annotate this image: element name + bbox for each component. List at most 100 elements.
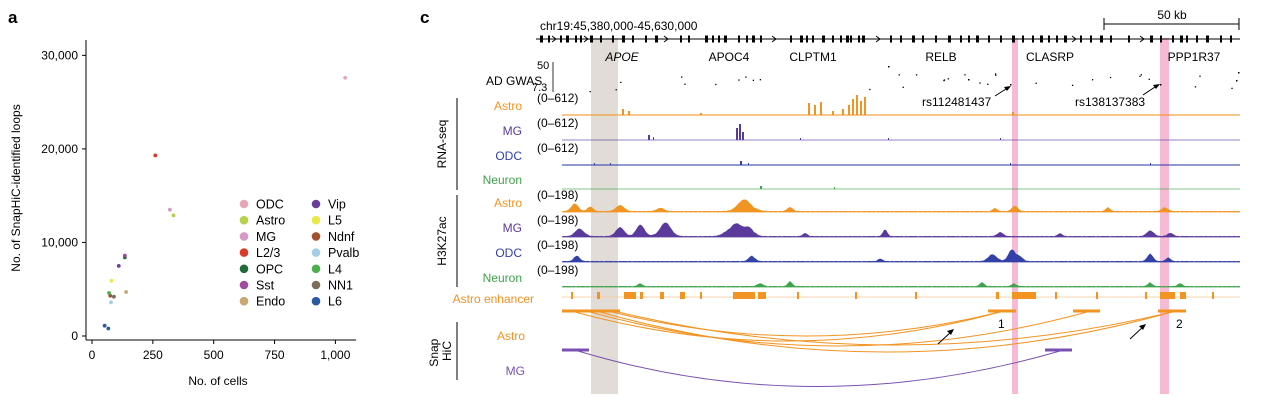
scatter-point <box>343 75 348 80</box>
signal-peak <box>888 138 889 140</box>
enhancer-block <box>1012 292 1036 299</box>
scale-bar-label: 50 kb <box>1157 8 1187 22</box>
snp-arrow-2-head <box>1153 84 1160 89</box>
enhancer-block <box>1180 292 1186 299</box>
legend-label: Vip <box>328 198 346 212</box>
enhancer-label: Astro enhancer <box>453 292 534 306</box>
track-label: MG <box>503 124 522 138</box>
enhancer-block <box>680 292 685 299</box>
loop-label-2: 2 <box>1176 317 1183 331</box>
track-label: ODC <box>495 246 522 260</box>
loop-label-1: 1 <box>998 317 1005 331</box>
y-tick-label: 20,000 <box>41 142 78 156</box>
legend-label: L6 <box>328 295 342 309</box>
legend-marker <box>311 232 321 241</box>
hic-label-mg: MG <box>506 364 525 378</box>
enhancer-block <box>1096 292 1098 299</box>
enhancer-block <box>855 292 857 299</box>
signal-peak <box>740 161 742 165</box>
gene-label-ppp1r37: PPP1R37 <box>1168 50 1221 64</box>
track-range: (0–612) <box>537 141 578 155</box>
legend-marker <box>239 232 249 241</box>
scatter-point <box>122 253 127 258</box>
legend-label: L4 <box>328 262 342 276</box>
signal-peak <box>739 124 741 140</box>
track-label: Neuron <box>483 271 522 285</box>
enhancer-block <box>1145 292 1147 299</box>
scatter-point <box>153 153 158 158</box>
legend-marker <box>239 296 249 306</box>
gwas-dots <box>589 66 1240 93</box>
signal-area <box>562 199 1240 212</box>
signal-peak <box>653 137 654 140</box>
track-label: Neuron <box>483 173 522 187</box>
enhancer-block <box>1212 292 1214 299</box>
legend-marker <box>311 264 321 274</box>
enhancer-block <box>996 292 999 299</box>
legend-marker <box>239 264 249 274</box>
x-tick-label: 500 <box>204 348 224 362</box>
legend-label: Sst <box>256 279 275 293</box>
scatter-point <box>109 300 113 305</box>
snp-arrow-1-head <box>1004 86 1011 91</box>
scatter-point <box>102 323 107 328</box>
gene-track <box>536 35 1240 43</box>
x-ticks: 0 250 500 750 1,000 <box>89 340 351 362</box>
scatter-points <box>102 75 348 331</box>
legend-marker <box>311 280 321 290</box>
track-range: (0–198) <box>537 213 578 227</box>
legend-marker <box>311 215 321 225</box>
signal-peak <box>760 186 762 189</box>
enhancer-block <box>571 292 573 299</box>
signal-peak <box>814 105 816 115</box>
genome-browser: chr19:45,380,000-45,630,000 50 kb APOE A… <box>427 8 1240 394</box>
scatter-point <box>112 294 116 299</box>
legend-label: Ndnf <box>328 230 355 244</box>
signal-peak <box>742 132 744 140</box>
gene-label-relb: RELB <box>925 50 956 64</box>
enhancer-block <box>733 292 755 299</box>
y-tick-label: 30,000 <box>41 48 78 62</box>
enhancer-block <box>1055 292 1057 299</box>
h3k27ac-group-label: H3K27ac <box>435 216 449 265</box>
scatter-point <box>124 290 128 294</box>
signal-peak <box>1010 163 1011 165</box>
loop-arrow-2-head <box>1139 324 1146 330</box>
x-tick-label: 1,000 <box>320 348 350 362</box>
signal-peak <box>1012 112 1014 115</box>
scatter-point <box>106 326 111 331</box>
x-tick-label: 0 <box>89 348 96 362</box>
enhancer-blocks <box>571 292 1214 299</box>
enhancer-block <box>700 292 702 299</box>
legend-marker <box>239 248 249 257</box>
legend-label: Pvalb <box>328 246 359 260</box>
enhancer-block <box>624 292 636 299</box>
hic-label-astro: Astro <box>497 329 525 343</box>
track-range: (0–612) <box>537 116 578 130</box>
hic-loop-arc <box>599 311 1173 353</box>
enhancer-block <box>597 292 600 299</box>
snp-label-2: rs138137383 <box>1075 95 1145 109</box>
legend-label: Endo <box>256 295 285 309</box>
legend-marker <box>239 215 249 225</box>
gwas-label: AD GWAS <box>486 74 542 88</box>
signal-peak <box>736 128 738 140</box>
signal-area <box>562 249 1240 262</box>
signal-area <box>562 222 1240 237</box>
track-range: (0–198) <box>537 238 578 252</box>
loop-arrow-1-head <box>947 329 954 335</box>
track-label: Astro <box>494 99 522 113</box>
legend-marker <box>239 280 249 290</box>
hic-loops <box>562 309 1186 387</box>
hic-loop-arc <box>577 350 1061 387</box>
signal-peak <box>700 113 702 115</box>
signal-peak <box>648 135 650 140</box>
apoe-highlight <box>591 38 618 394</box>
gene-label-apoe: APOE <box>604 50 639 64</box>
signal-peak <box>860 101 862 115</box>
scatter-point <box>107 291 111 295</box>
signal-peak <box>842 109 844 115</box>
y-tick-label: 0 <box>71 329 78 343</box>
track-label: MG <box>503 221 522 235</box>
